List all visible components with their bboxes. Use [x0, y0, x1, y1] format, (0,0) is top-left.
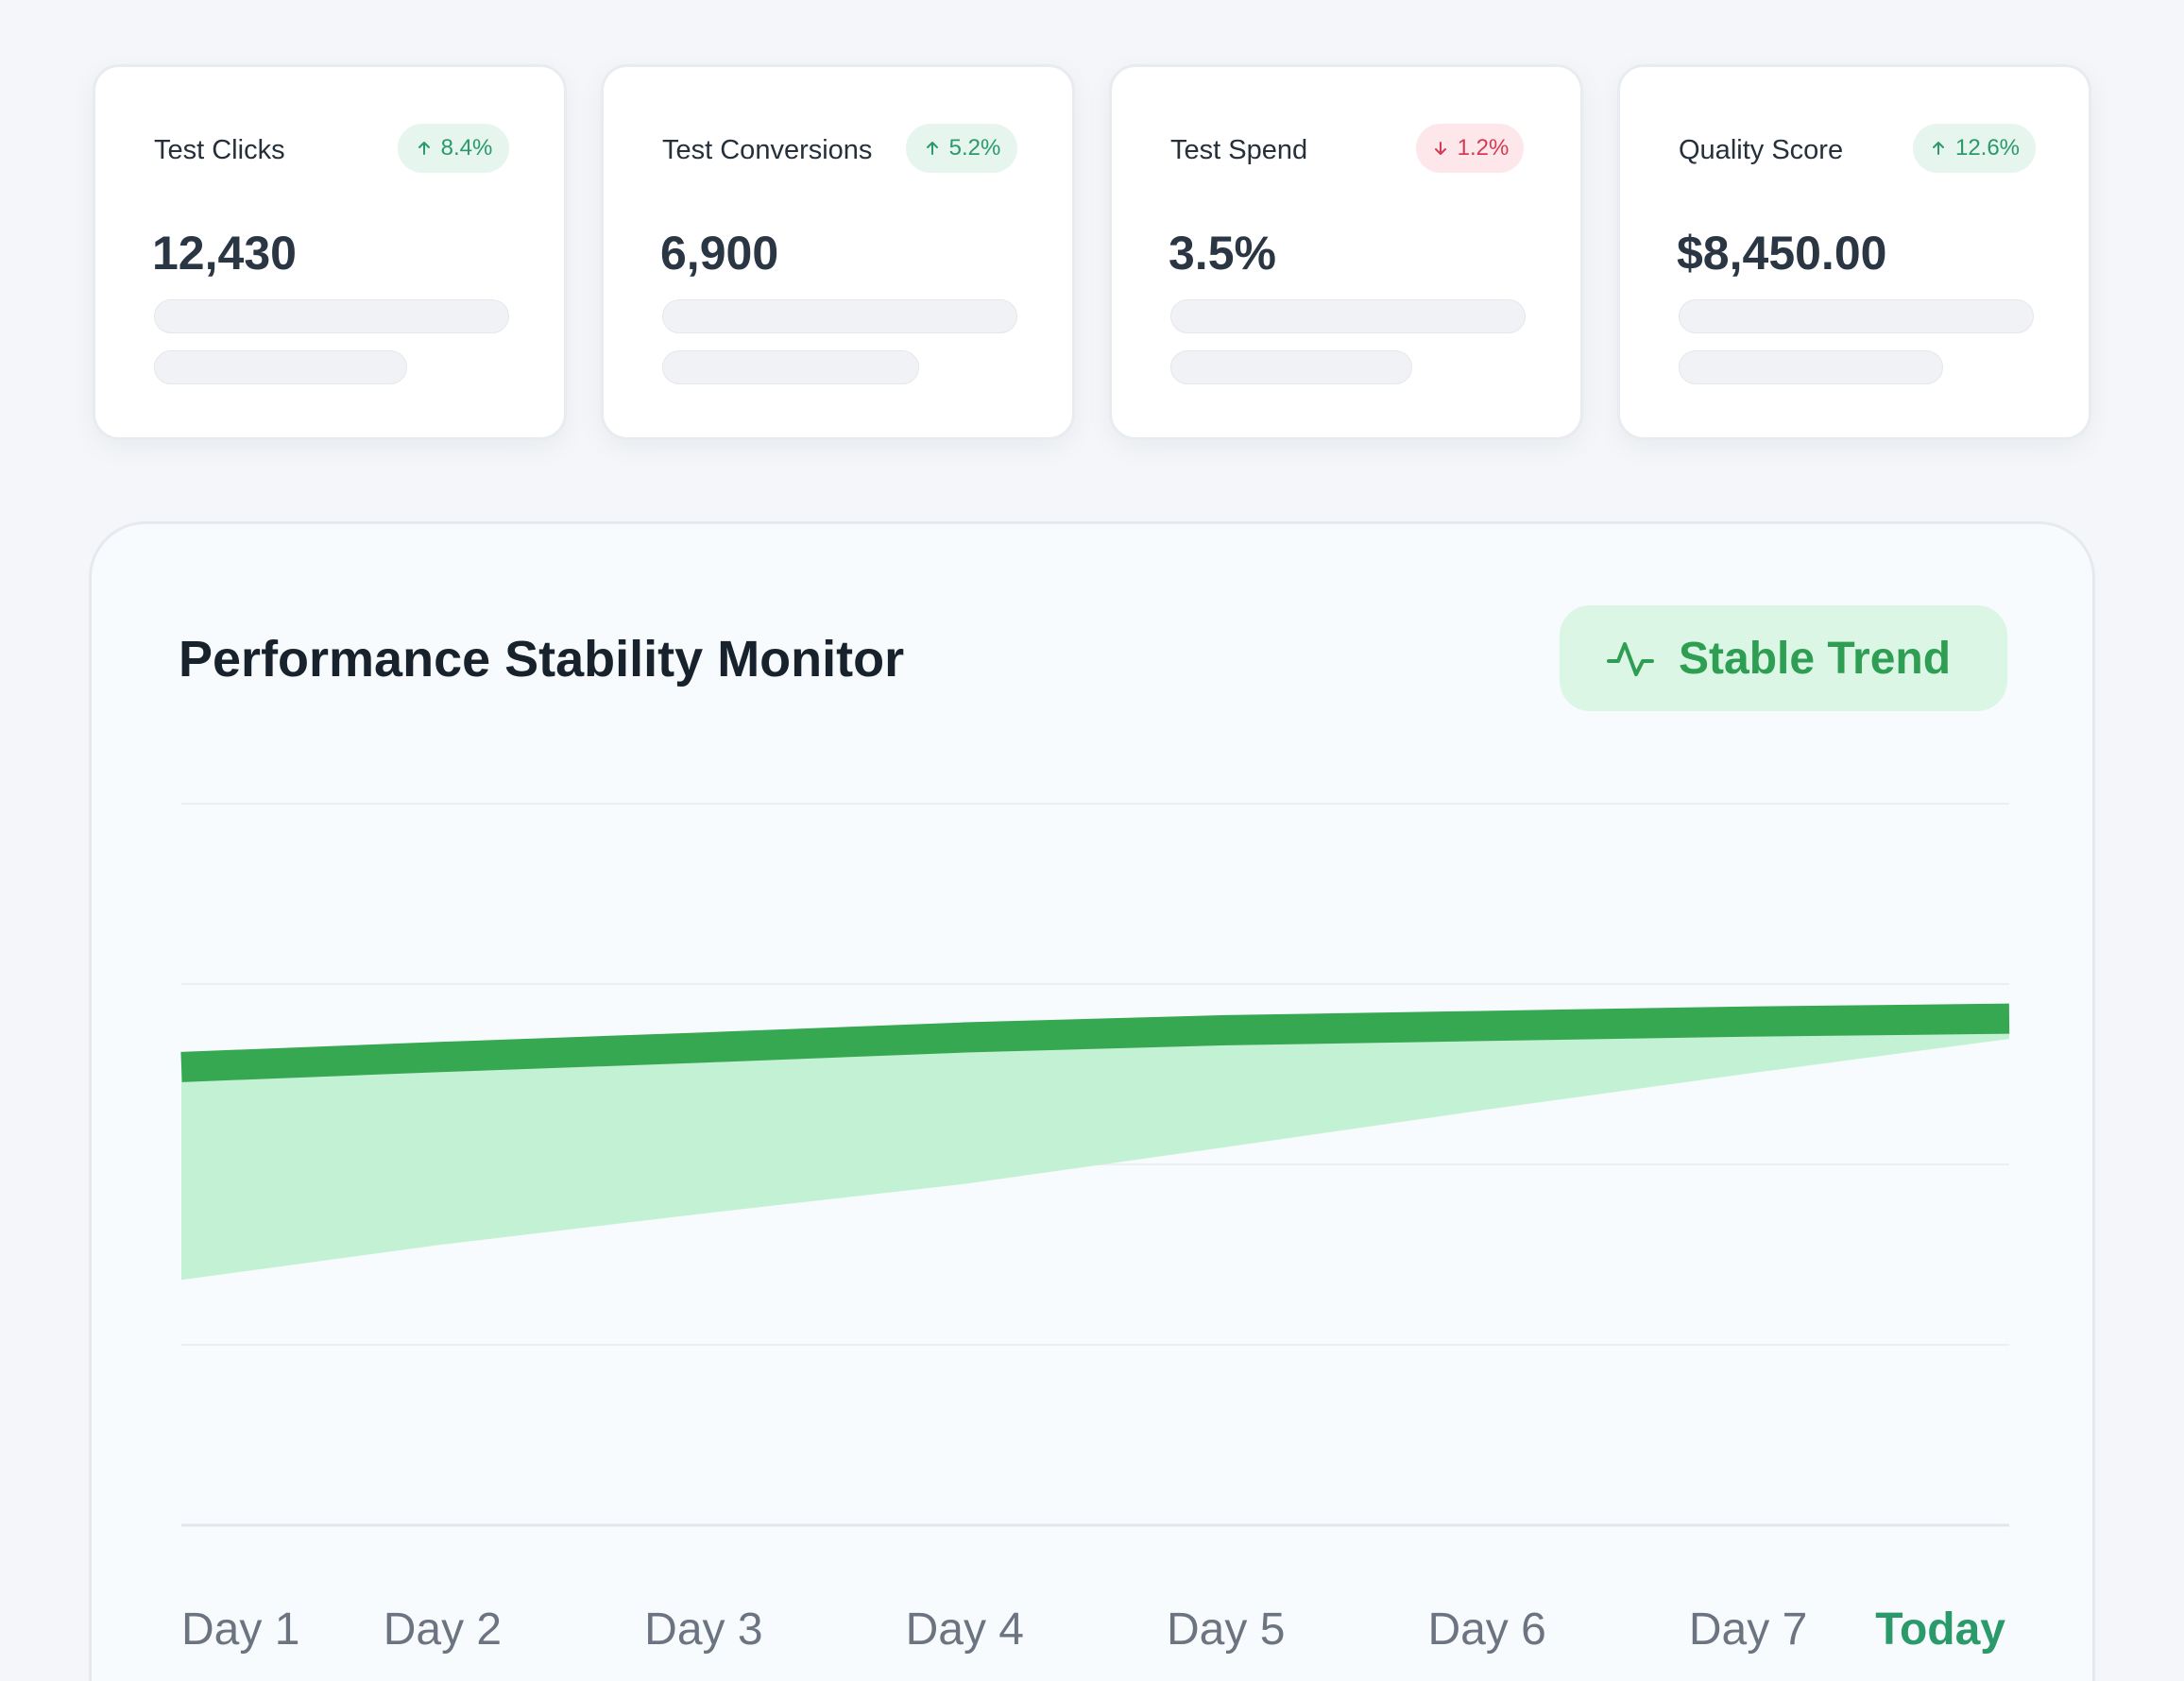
kpi-label: Quality Score	[1679, 135, 1844, 165]
change-value: 5.2%	[948, 135, 1001, 161]
change-value: 8.4%	[440, 135, 493, 161]
change-badge: 5.2%	[906, 124, 1017, 173]
skeleton-bar	[154, 299, 509, 333]
panel-title: Performance Stability Monitor	[179, 631, 905, 688]
change-badge: 12.6%	[1913, 124, 2036, 173]
skeleton-bar	[662, 350, 919, 384]
x-axis-label: Day 4	[906, 1605, 1024, 1655]
change-value: 1.2%	[1457, 135, 1510, 161]
skeleton-bar	[154, 350, 407, 384]
kpi-label: Test Conversions	[662, 135, 873, 165]
x-axis-label: Day 7	[1689, 1605, 1807, 1655]
trend-label: Stable Trend	[1679, 633, 1952, 684]
kpi-label: Test Clicks	[154, 135, 285, 165]
change-value: 12.6%	[1954, 135, 2021, 161]
change-badge: 1.2%	[1416, 124, 1524, 173]
x-axis-label: Day 5	[1167, 1605, 1285, 1655]
kpi-card-test-conversions[interactable]: Test Conversions 5.2% 6,900	[601, 64, 1075, 440]
kpi-card-quality-score[interactable]: Quality Score 12.6% $8,450.00	[1617, 64, 2091, 440]
x-axis-label: Day 2	[384, 1605, 502, 1655]
kpi-value: 6,900	[660, 227, 779, 280]
skeleton-bar	[1679, 299, 2034, 333]
skeleton-bar	[662, 299, 1017, 333]
stability-chart: Day 1 Day 2 Day 3 Day 4 Day 5 Day 6 Day 7 Today	[180, 803, 2010, 1655]
arrow-up-icon	[926, 142, 938, 155]
kpi-cards: Test Clicks 8.4% 12,430 Test Conversions…	[93, 64, 2091, 440]
kpi-value: $8,450.00	[1677, 227, 1887, 280]
skeleton-bar	[1679, 350, 1943, 384]
skeleton-bar	[1170, 299, 1526, 333]
chart-trend-line	[180, 1003, 2010, 1082]
x-axis-label: Today	[1875, 1605, 2005, 1655]
stability-monitor-panel: Performance Stability Monitor Stable Tre…	[89, 521, 2095, 1681]
kpi-label: Test Spend	[1170, 135, 1308, 165]
kpi-card-test-clicks[interactable]: Test Clicks 8.4% 12,430	[93, 64, 567, 440]
arrow-down-icon	[1434, 142, 1446, 155]
kpi-card-test-spend[interactable]: Test Spend 1.2% 3.5%	[1109, 64, 1583, 440]
chart-area-band	[181, 1018, 2009, 1281]
skeleton-bar	[1170, 350, 1412, 384]
x-axis-label: Day 6	[1427, 1605, 1545, 1655]
x-axis-label: Day 3	[644, 1605, 762, 1655]
stable-trend-badge[interactable]: Stable Trend	[1560, 605, 2007, 711]
activity-pulse-icon	[1607, 642, 1654, 676]
kpi-value: 12,430	[152, 227, 297, 280]
x-axis-label: Day 1	[181, 1605, 299, 1655]
kpi-value: 3.5%	[1169, 227, 1276, 280]
change-badge: 8.4%	[398, 124, 509, 173]
arrow-up-icon	[1932, 142, 1944, 155]
arrow-up-icon	[418, 142, 430, 155]
